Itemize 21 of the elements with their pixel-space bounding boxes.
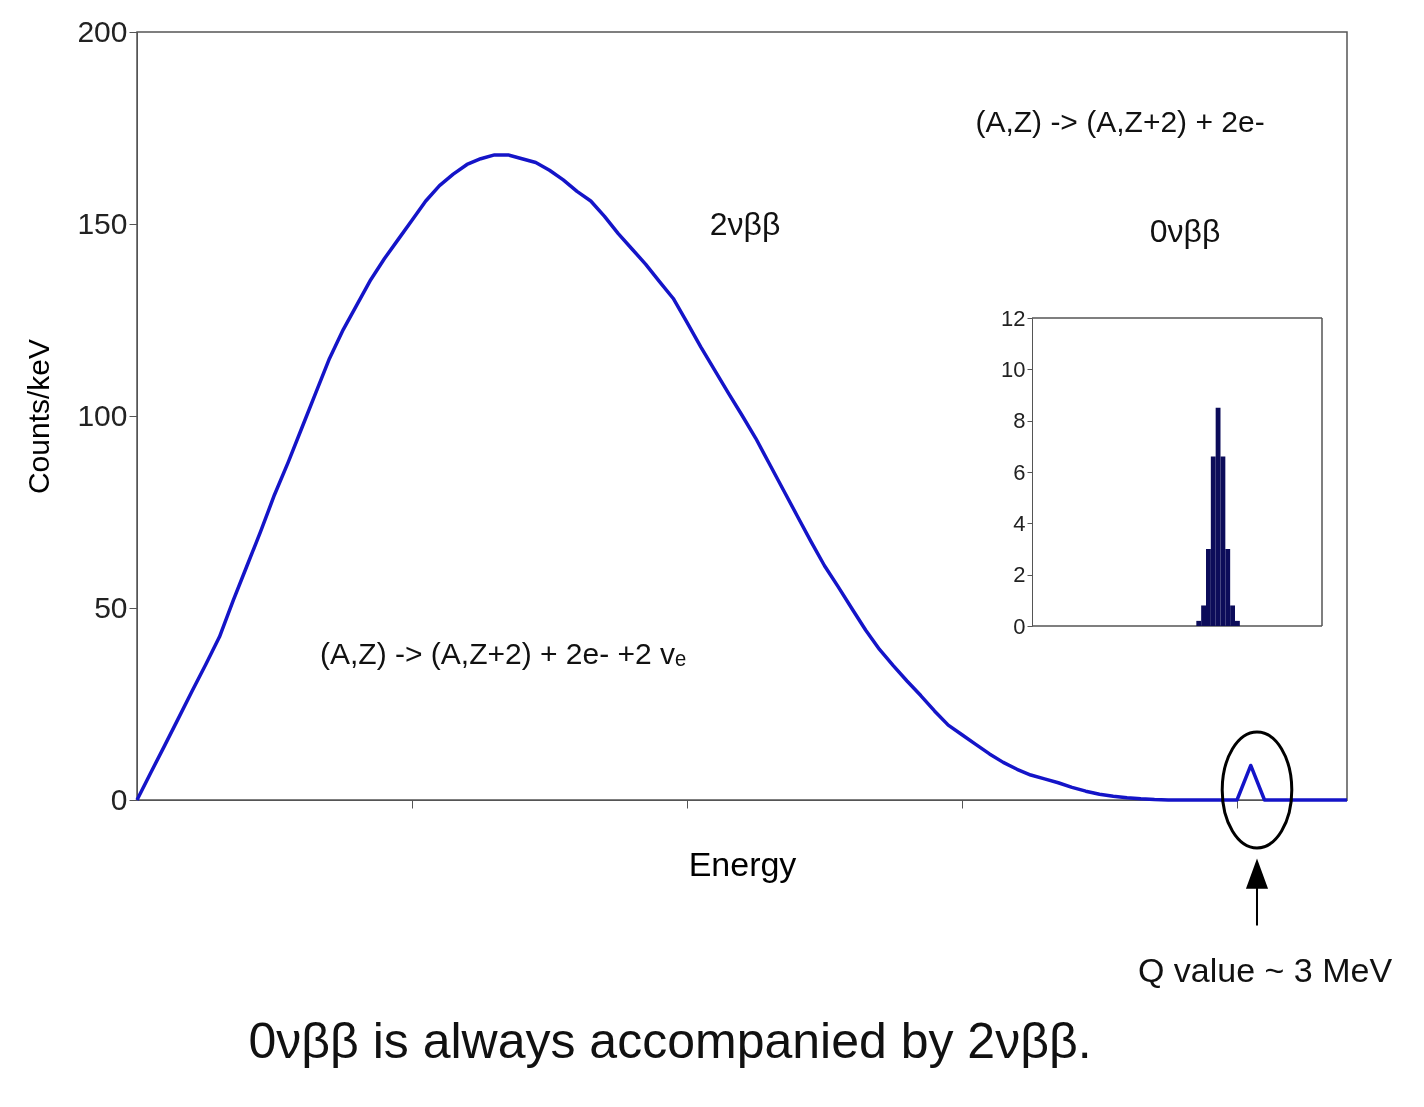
annotation: (A,Z) -> (A,Z+2) + 2e- xyxy=(975,105,1265,138)
y-axis-title: Counts/keV xyxy=(22,338,56,495)
y-tick-label: 0 xyxy=(110,782,128,816)
y-tick-label: 2 xyxy=(1013,562,1026,588)
y-tick-label: 4 xyxy=(1013,510,1026,536)
y-tick-label: 6 xyxy=(1013,459,1026,485)
annotation: 0νββ xyxy=(1149,213,1221,249)
y-tick-label: 0 xyxy=(1013,613,1026,639)
annotation: 2νββ xyxy=(709,206,781,242)
y-tick-label: 150 xyxy=(77,206,128,240)
y-tick-label: 12 xyxy=(1001,305,1026,331)
y-tick-label: 100 xyxy=(77,398,128,432)
y-tick-label: 10 xyxy=(1001,356,1026,382)
annotation: (A,Z) -> (A,Z+2) + 2e- +2 vₑ xyxy=(320,637,687,670)
y-tick-label: 8 xyxy=(1013,408,1026,434)
x-axis-title: Energy xyxy=(688,845,797,883)
bar xyxy=(1215,407,1221,626)
y-tick-label: 200 xyxy=(77,14,128,48)
text: 0νββ is always accompanied by 2νββ. xyxy=(248,1013,1092,1069)
y-tick-label: 50 xyxy=(94,590,128,624)
text: Q value ~ 3 MeV xyxy=(1137,951,1393,989)
